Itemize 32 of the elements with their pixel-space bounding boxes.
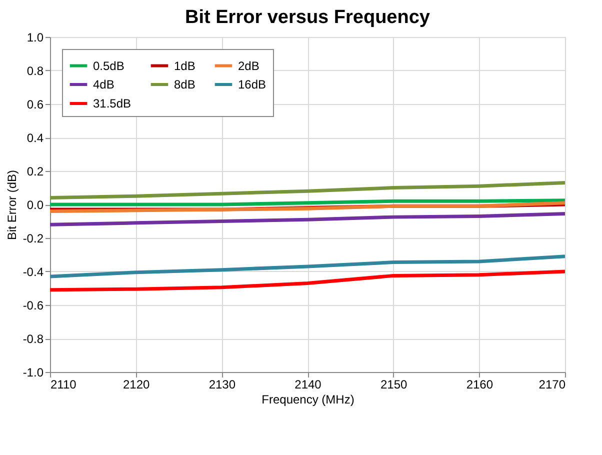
y-tick-label: -1.0 <box>22 366 44 380</box>
chart-title: Bit Error versus Frequency <box>185 7 430 28</box>
x-tick-label: 2150 <box>380 378 408 392</box>
legend-label: 1dB <box>174 58 196 73</box>
x-tick-label: 2130 <box>208 378 236 392</box>
x-axis-title: Frequency (MHz) <box>262 392 354 406</box>
y-tick-label: 0.8 <box>26 64 44 78</box>
y-tick-label: 1.0 <box>26 30 44 44</box>
y-tick-label: -0.4 <box>22 265 44 279</box>
x-tick-label: 2110 <box>50 378 77 392</box>
y-tick-label: 0.2 <box>26 164 44 178</box>
line-series <box>50 212 565 226</box>
line-series <box>50 254 565 278</box>
x-tick-label: 2170 <box>538 378 566 392</box>
legend-label: 2dB <box>238 58 260 73</box>
legend-label: 4dB <box>93 78 114 92</box>
x-tick-label: 2160 <box>466 378 494 392</box>
legend-label: 0.5dB <box>93 58 124 73</box>
x-tick-label: 2120 <box>122 378 150 392</box>
legend-label: 16dB <box>238 78 266 92</box>
line-series <box>50 270 565 292</box>
legend-label: 31.5dB <box>93 96 132 110</box>
x-tick-label: 2140 <box>294 378 322 392</box>
y-tick-label: 0.6 <box>26 98 44 112</box>
y-tick-label: -0.2 <box>22 232 44 246</box>
y-tick-label: -0.6 <box>22 298 44 312</box>
y-tick-label: 0.0 <box>26 198 44 212</box>
y-axis-title: Bit Error (dB) <box>4 170 19 240</box>
legend-label: 8dB <box>174 78 196 92</box>
line-series <box>50 180 565 200</box>
y-tick-label: -0.8 <box>22 332 44 346</box>
y-tick-label: 0.4 <box>26 131 44 145</box>
